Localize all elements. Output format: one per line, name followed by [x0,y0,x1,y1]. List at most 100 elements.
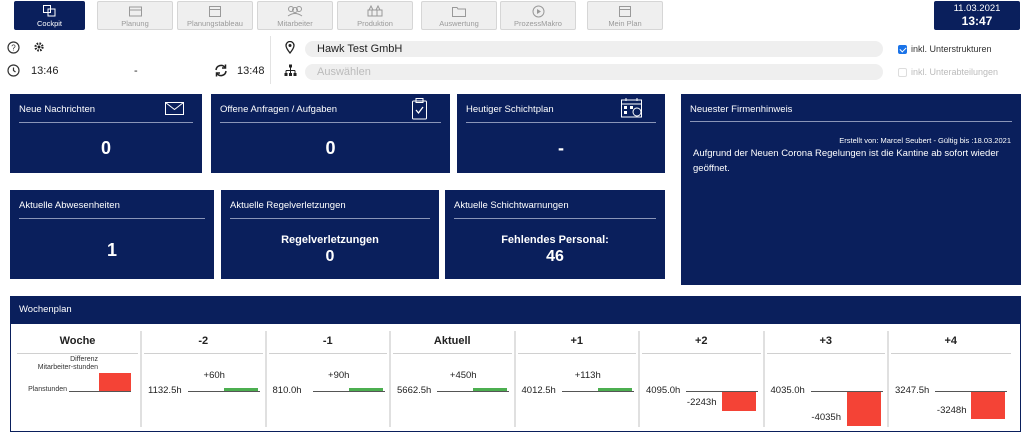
calendar-icon [178,3,252,19]
notice-meta: Erstellt von: Marcel Seubert - Gültig bi… [839,136,1011,145]
card-divider [454,218,656,219]
week-label: -2 [198,335,209,347]
card-title: Neue Nachrichten [19,104,96,115]
card-company-notice: Neuester Firmenhinweis Erstellt von: Mar… [681,94,1021,285]
column-divider [517,353,636,354]
week-column[interactable]: -1 810.0h +90h [265,331,390,427]
wochenplan-header: Wochenplan [10,296,1021,324]
clock-icon [7,64,20,80]
week-column[interactable]: +1 4012.5h +113h [514,331,639,427]
diff-hours: +450h [449,370,477,381]
card-divider [466,122,656,123]
card-new-messages[interactable]: Neue Nachrichten 0 [10,94,202,173]
refresh-icon[interactable] [214,64,228,80]
card-shift-warnings[interactable]: Aktuelle Schichtwarnungen Fehlendes Pers… [445,190,665,279]
nav-label: Planung [121,19,149,28]
wochenplan-legend-column: Woche Differenz Mitarbeiter-stunden Plan… [15,331,141,427]
card-title: Neuester Firmenhinweis [690,104,793,115]
card-divider [230,218,430,219]
baseline [686,391,758,392]
help-icon[interactable]: ? [7,41,20,57]
nav-label: Mitarbeiter [277,19,313,28]
card-rule-violations[interactable]: Aktuelle Regelverletzungen Regelverletzu… [221,190,439,279]
column-divider [144,353,263,354]
diff-hours: +113h [574,370,601,381]
card-title: Aktuelle Regelverletzungen [230,200,346,211]
week-column[interactable]: +2 4095.0h -2243h [639,331,764,427]
nav-auswertung-button[interactable]: Auswertung [421,1,497,30]
positive-diff-bar [473,388,507,391]
week-column[interactable]: +3 4035.0h -4035h [763,331,888,427]
week-label: +2 [694,335,708,347]
legend-bar [99,373,131,391]
nav-planungstableau-button[interactable]: Planungstableau [177,1,253,30]
plan-hours: 4012.5h [521,385,556,396]
nav-label: Mein Plan [608,19,642,28]
diff-hours: -4035h [811,412,841,423]
subdepartments-label: inkl. Unterabteilungen [911,67,999,77]
location-pin-icon [285,40,295,57]
nav-produktion-button[interactable]: Produktion [337,1,413,30]
nav-mein-plan-button[interactable]: Mein Plan [587,1,663,30]
plan-hours: 4095.0h [646,385,681,396]
card-subtitle: Regelverletzungen [281,234,379,246]
refresh-time: 13:48 [237,65,265,77]
negative-diff-bar [722,392,756,411]
structure-select[interactable]: Auswählen [305,64,883,80]
plan-hours: 810.0h [272,385,302,396]
production-icon [338,3,412,19]
column-divider [17,353,138,354]
card-absences[interactable]: Aktuelle Abwesenheiten 1 [10,190,214,279]
nav-mitarbeiter-button[interactable]: Mitarbeiter [257,1,333,30]
card-value: - [558,138,564,158]
nav-label: Auswertung [439,19,479,28]
nav-prozessmakro-button[interactable]: ProzessMakro [500,1,576,30]
column-header: Woche [59,335,96,347]
folder-icon [422,3,496,19]
card-value: 1 [106,240,117,260]
diff-hours: +90h [328,370,350,381]
diff-hours: +60h [203,370,225,381]
time-from: 13:46 [31,65,59,77]
negative-diff-bar [971,392,1005,419]
column-divider [642,353,761,354]
column-divider [891,353,1011,354]
week-label: Aktuell [433,335,471,347]
week-column[interactable]: +4 3247.5h -3248h [888,331,1013,427]
nav-planning-button[interactable]: Planung [97,1,173,30]
nav-label: Planungstableau [187,19,243,28]
week-label: +4 [944,335,958,347]
card-value: 46 [546,248,564,265]
wochenplan-body [10,324,1021,432]
substructures-checkbox[interactable] [898,45,907,54]
people-icon [258,3,332,19]
baseline [561,391,634,392]
settings-gear-icon[interactable] [33,41,45,56]
card-divider [19,122,193,123]
card-title: Offene Anfragen / Aufgaben [220,104,338,115]
card-open-requests[interactable]: Offene Anfragen / Aufgaben 0 [211,94,450,173]
card-todays-shiftplan[interactable]: Heutiger Schichtplan - [457,94,665,173]
baseline [188,391,260,392]
company-field[interactable]: Hawk Test GmbH [305,41,883,57]
negative-diff-bar [846,392,881,426]
week-label: -1 [322,335,333,347]
positive-diff-bar [597,388,632,391]
cockpit-icon [15,3,84,19]
positive-diff-bar [348,388,383,391]
subdepartments-checkbox[interactable] [898,68,907,77]
diff-hours: -2243h [686,397,717,408]
card-value: 0 [100,138,111,158]
clipboard-check-icon [412,98,427,125]
nav-label: ProzessMakro [514,19,562,28]
plan-hours: 1132.5h [148,385,182,396]
week-label: +1 [570,335,584,347]
time-separator: - [134,65,138,77]
info-row-2: 13:46 - 13:48 Auswählen inkl. Unterabtei… [0,63,1024,85]
planning-icon [98,3,172,19]
legend-baseline [69,391,131,392]
week-column[interactable]: -2 1132.5h +60h [141,331,266,427]
card-title: Aktuelle Schichtwarnungen [454,200,569,211]
week-column[interactable]: Aktuell 5662.5h +450h [390,331,515,427]
nav-cockpit-button[interactable]: Cockpit [14,1,85,30]
